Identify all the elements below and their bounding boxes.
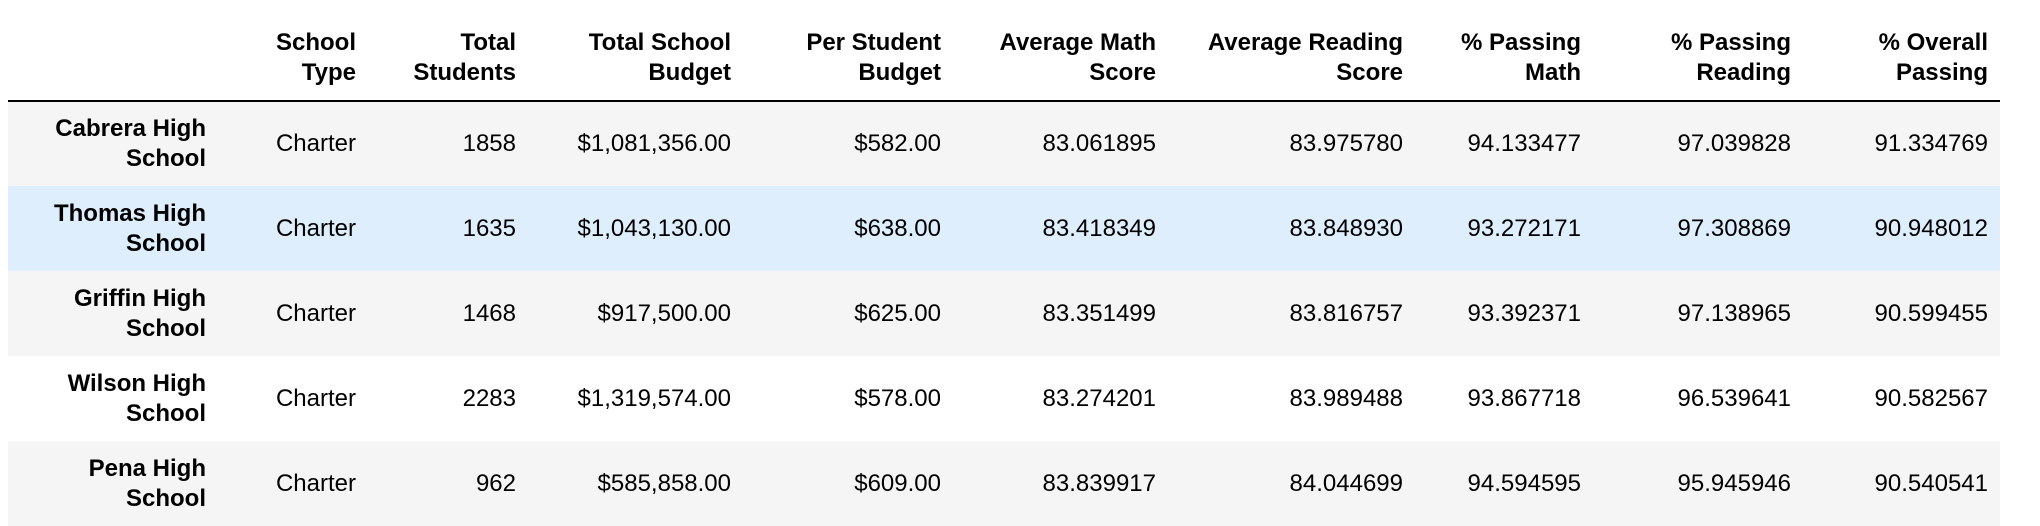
index-header xyxy=(8,0,218,102)
cell-average-math-score: 83.839917 xyxy=(1042,469,1156,497)
table-row: Thomas High School Charter 1635 $1,043,1… xyxy=(8,186,2000,271)
row-index-label: Pena High School xyxy=(88,454,206,512)
school-summary-table: School Type Total Students Total School … xyxy=(8,0,2000,526)
cell-school-type: Charter xyxy=(275,469,356,497)
cell-passing-reading: 95.945946 xyxy=(1677,469,1791,497)
cell-total-school-budget: $917,500.00 xyxy=(597,299,731,327)
row-index-label: Thomas High School xyxy=(53,199,206,257)
cell-overall-passing: 90.540541 xyxy=(1874,469,1988,497)
cell-total-school-budget: $1,043,130.00 xyxy=(577,214,731,242)
cell-overall-passing: 90.599455 xyxy=(1874,299,1988,327)
column-header-total-school-budget: Total School Budget xyxy=(528,0,743,102)
cell-average-math-score: 83.061895 xyxy=(1042,130,1156,157)
cell-overall-passing: 90.948012 xyxy=(1874,214,1988,242)
cell-passing-math: 94.133477 xyxy=(1467,130,1581,157)
cell-total-school-budget: $585,858.00 xyxy=(597,469,731,497)
cell-total-students: 2283 xyxy=(462,384,516,412)
cell-average-math-score: 83.418349 xyxy=(1042,214,1156,242)
cell-total-students: 1468 xyxy=(462,299,516,327)
header-row: School Type Total Students Total School … xyxy=(8,0,2000,102)
cell-passing-reading: 97.138965 xyxy=(1677,299,1791,327)
column-header-overall-passing: % Overall Passing xyxy=(1803,0,2000,102)
cell-average-reading-score: 83.975780 xyxy=(1289,130,1403,157)
column-header-passing-reading: % Passing Reading xyxy=(1593,0,1803,102)
cell-school-type: Charter xyxy=(275,384,356,412)
cell-passing-reading: 96.539641 xyxy=(1677,384,1791,412)
column-header-average-math-score: Average Math Score xyxy=(953,0,1168,102)
cell-average-reading-score: 83.989488 xyxy=(1289,384,1403,412)
cell-average-math-score: 83.274201 xyxy=(1042,384,1156,412)
cell-school-type: Charter xyxy=(275,130,356,157)
cell-total-school-budget: $1,319,574.00 xyxy=(577,384,731,412)
cell-per-student-budget: $582.00 xyxy=(854,130,941,157)
cell-overall-passing: 90.582567 xyxy=(1874,384,1988,412)
column-header-total-students: Total Students xyxy=(368,0,528,102)
cell-total-students: 962 xyxy=(475,469,516,497)
cell-passing-reading: 97.308869 xyxy=(1677,214,1791,242)
cell-per-student-budget: $609.00 xyxy=(854,469,941,497)
cell-total-students: 1635 xyxy=(462,214,516,242)
cell-overall-passing: 91.334769 xyxy=(1874,130,1988,157)
cell-school-type: Charter xyxy=(275,299,356,327)
row-index-label: Wilson High School xyxy=(67,369,206,427)
cell-per-student-budget: $625.00 xyxy=(854,299,941,327)
cell-average-reading-score: 84.044699 xyxy=(1289,469,1403,497)
table-row: Pena High School Charter 962 $585,858.00… xyxy=(8,441,2000,526)
cell-average-reading-score: 83.816757 xyxy=(1289,299,1403,327)
cell-per-student-budget: $638.00 xyxy=(854,214,941,242)
table-row: Griffin High School Charter 1468 $917,50… xyxy=(8,271,2000,356)
cell-average-math-score: 83.351499 xyxy=(1042,299,1156,327)
cell-total-school-budget: $1,081,356.00 xyxy=(577,130,731,157)
cell-passing-math: 93.272171 xyxy=(1467,214,1581,242)
column-header-average-reading-score: Average Reading Score xyxy=(1168,0,1415,102)
table-row: Cabrera High School Charter 1858 $1,081,… xyxy=(8,101,2000,186)
row-index-label: Griffin High School xyxy=(74,284,206,342)
column-header-school-type: School Type xyxy=(218,0,368,102)
cell-passing-math: 93.867718 xyxy=(1467,384,1581,412)
cell-passing-reading: 97.039828 xyxy=(1677,130,1791,157)
table-header: School Type Total Students Total School … xyxy=(8,0,2000,102)
cell-school-type: Charter xyxy=(275,214,356,242)
cell-passing-math: 93.392371 xyxy=(1467,299,1581,327)
cell-per-student-budget: $578.00 xyxy=(854,384,941,412)
table-body: Cabrera High School Charter 1858 $1,081,… xyxy=(8,101,2000,526)
row-index-label: Cabrera High School xyxy=(55,115,206,172)
column-header-passing-math: % Passing Math xyxy=(1415,0,1593,102)
table-row: Wilson High School Charter 2283 $1,319,5… xyxy=(8,356,2000,441)
dataframe-output: School Type Total Students Total School … xyxy=(8,0,2000,526)
cell-total-students: 1858 xyxy=(462,130,516,157)
column-header-per-student-budget: Per Student Budget xyxy=(743,0,953,102)
cell-average-reading-score: 83.848930 xyxy=(1289,214,1403,242)
cell-passing-math: 94.594595 xyxy=(1467,469,1581,497)
